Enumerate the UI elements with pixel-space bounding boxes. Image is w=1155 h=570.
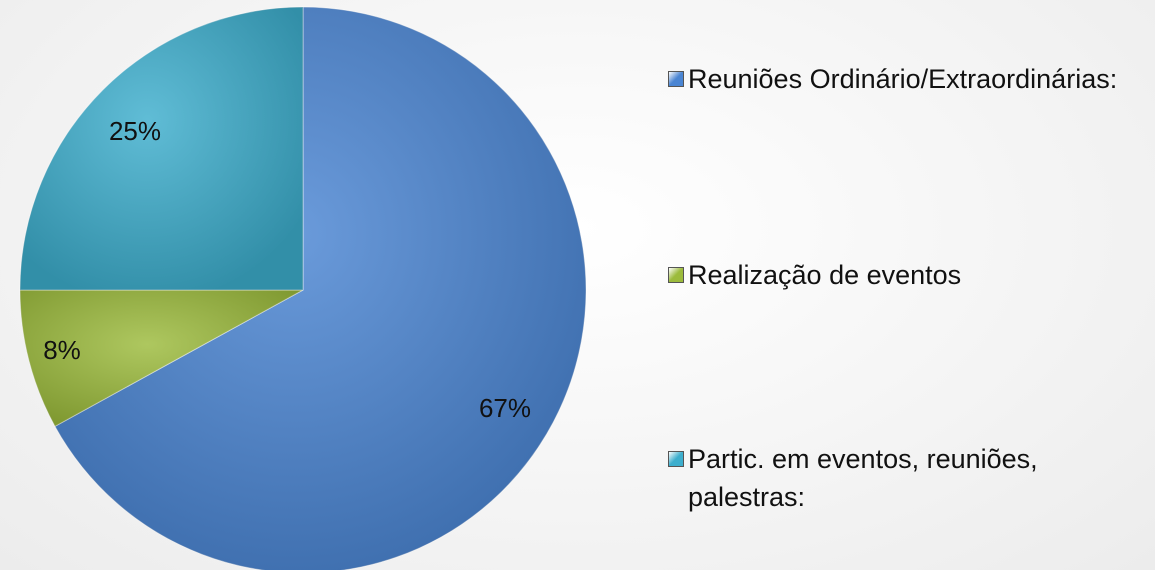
legend-label: Partic. em eventos, reuniões, palestras: [688,444,1038,512]
legend-swatch [668,71,684,87]
legend-item: Reuniões Ordinário/Extraordinárias: [668,60,1148,98]
legend-swatch [668,267,684,283]
data-label: 25% [109,116,161,146]
data-label: 67% [479,393,531,423]
slice-shade [19,290,303,427]
legend-item: Realização de eventos [668,256,1148,294]
data-label: 8% [43,335,81,365]
legend-swatch [668,451,684,467]
chart: 67% 8% 25% [19,6,587,570]
legend-label: Reuniões Ordinário/Extraordinárias: [688,64,1118,94]
legend-item: Partic. em eventos, reuniões, palestras: [668,440,1148,516]
slice-shade [55,7,586,570]
legend-label: Realização de eventos [688,260,962,290]
slice-shade [20,7,303,290]
